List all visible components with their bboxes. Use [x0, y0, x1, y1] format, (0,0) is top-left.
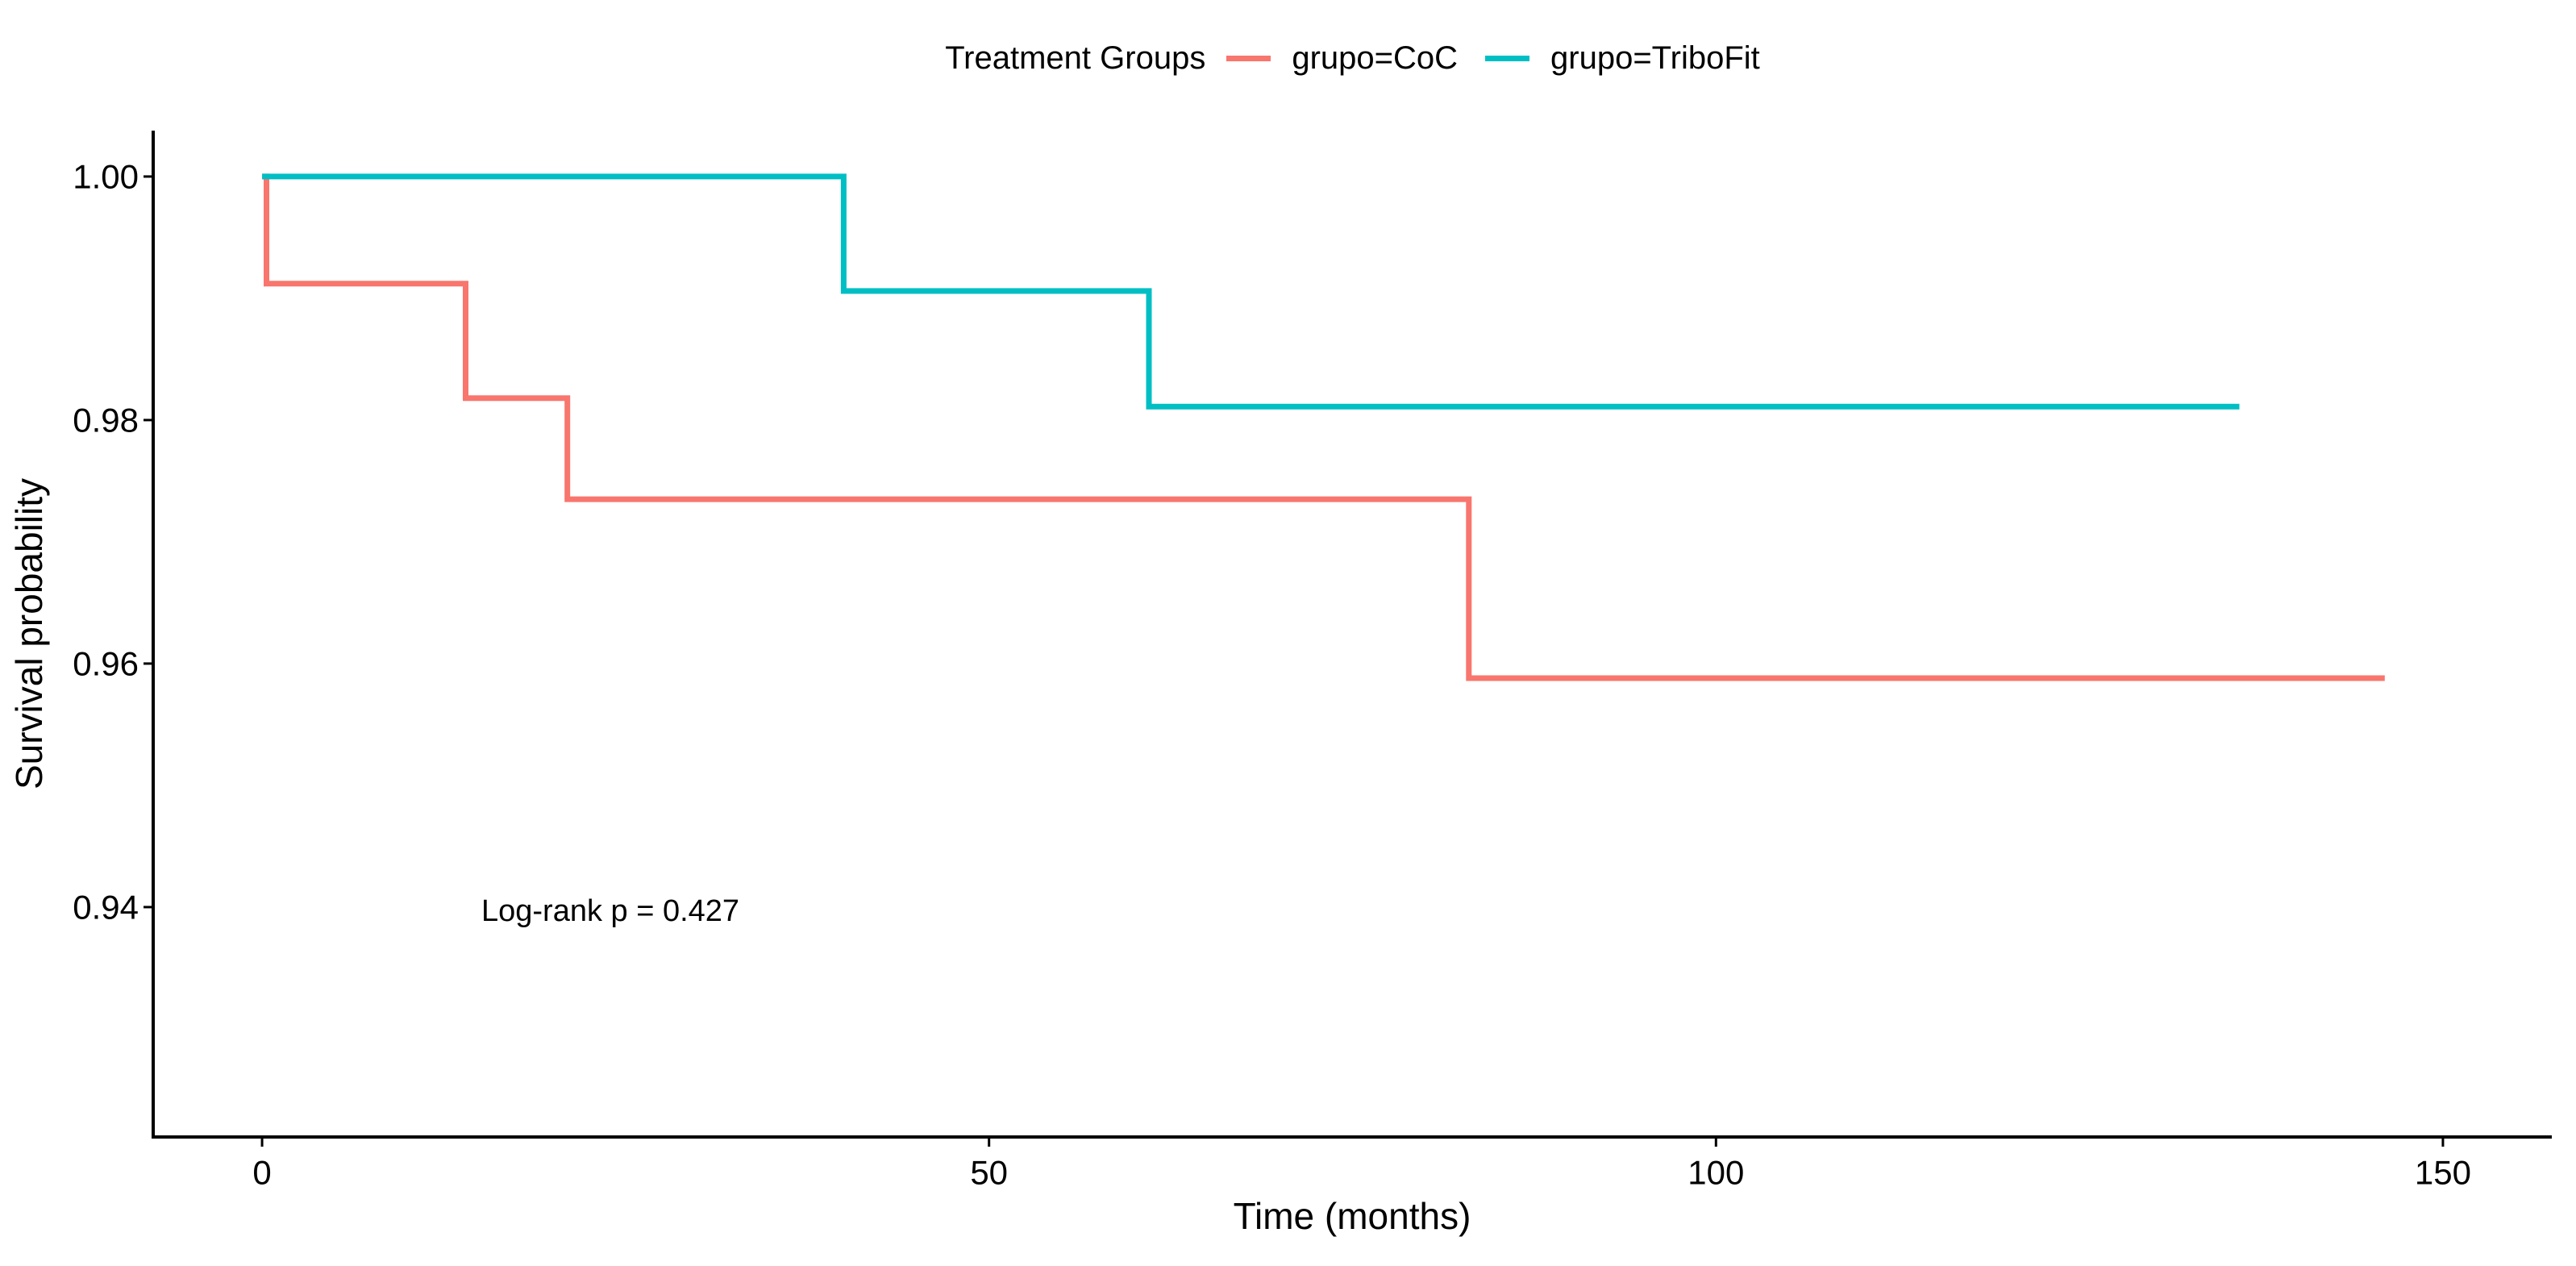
- survival-curves: [262, 173, 2385, 681]
- tribofit-line-key-icon: [1485, 55, 1530, 61]
- y-axis-title: Survival probability: [8, 478, 50, 789]
- y-tick-label: 0.96: [73, 644, 139, 682]
- y-tick-label: 0.98: [73, 401, 139, 439]
- x-tick-label: 0: [252, 1153, 271, 1191]
- legend-label-coc: grupo=CoC: [1292, 40, 1459, 76]
- y-tick-label: 0.94: [73, 888, 139, 926]
- x-axis-ticks: 0 50 100 150: [252, 1137, 2471, 1191]
- y-axis-ticks: 1.00 0.98 0.96 0.94: [73, 157, 153, 926]
- coc-line-key-icon: [1226, 55, 1271, 61]
- axis-lines: [152, 131, 2552, 1139]
- legend: Treatment Groups grupo=CoC grupo=TriboFi…: [153, 34, 2552, 82]
- x-axis-title: Time (months): [1234, 1195, 1471, 1237]
- log-rank-annotation: Log-rank p = 0.427: [481, 894, 739, 928]
- y-tick-label: 1.00: [73, 157, 139, 195]
- legend-label-tribofit: grupo=TriboFit: [1550, 40, 1760, 76]
- x-tick-label: 100: [1688, 1153, 1744, 1191]
- legend-item-coc: grupo=CoC: [1226, 40, 1458, 77]
- x-tick-label: 50: [970, 1153, 1008, 1191]
- series-line-grupo-coc: [262, 173, 2385, 681]
- x-tick-label: 150: [2415, 1153, 2471, 1191]
- legend-item-tribofit: grupo=TriboFit: [1485, 40, 1760, 77]
- series-line-grupo-tribofit: [262, 173, 2240, 410]
- legend-title: Treatment Groups: [945, 40, 1206, 76]
